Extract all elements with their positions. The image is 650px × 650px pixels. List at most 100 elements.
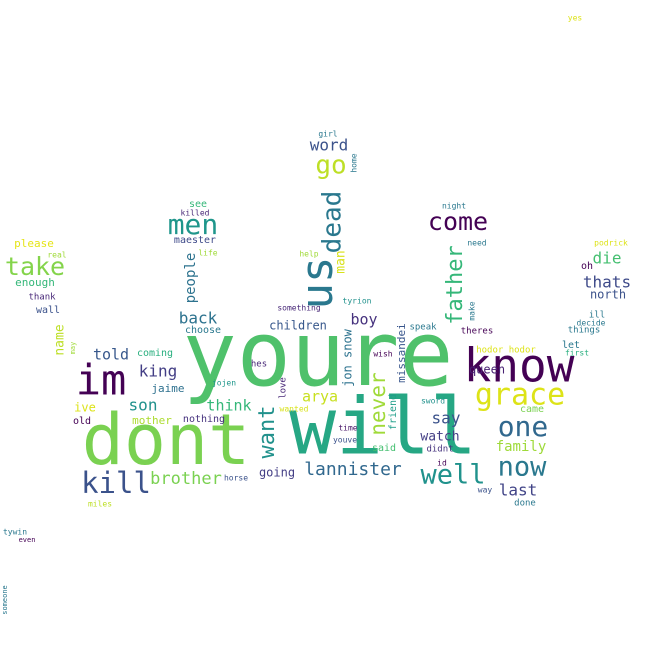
word-dont: dont (82, 399, 251, 481)
word-choose: choose (185, 325, 221, 336)
word-miles: miles (88, 500, 112, 509)
word-come: come (428, 207, 488, 236)
word-jojen: jojen (212, 379, 236, 388)
word-decide: decide (577, 319, 606, 328)
word-son: son (129, 396, 158, 415)
word-make: make (468, 301, 477, 320)
word-go: go (315, 151, 346, 181)
word-oh: oh (581, 261, 593, 272)
word-home: home (350, 153, 359, 172)
word-grace: grace (475, 378, 565, 413)
word-king: king (139, 362, 178, 381)
word-children: children (269, 319, 327, 333)
word-tyrion: tyrion (343, 297, 372, 306)
word-love: love (279, 377, 289, 399)
word-told: told (93, 346, 129, 364)
word-father: father (443, 245, 468, 324)
word-help: help (299, 250, 318, 259)
word-theres: theres (461, 327, 494, 337)
word-die: die (593, 249, 622, 268)
word-coming: coming (137, 348, 173, 359)
word-done: done (514, 499, 536, 509)
word-well: well (420, 460, 485, 491)
word-hodor-hodor: hodor hodor (476, 346, 536, 356)
word-will: will (289, 382, 477, 472)
word-something: something (277, 304, 321, 313)
word-let: let (562, 340, 580, 351)
word-didnt: didnt (426, 445, 453, 455)
word-queen: queen (469, 363, 505, 377)
word-watch: watch (420, 430, 459, 445)
word-maester: maester (174, 235, 216, 246)
word-want: want (255, 406, 280, 459)
word-brother: brother (150, 469, 222, 489)
word-now: now (498, 452, 548, 483)
word-youre: youre (183, 302, 454, 407)
word-know: know (464, 339, 575, 393)
word-life: life (198, 249, 217, 258)
word-friend: friend (388, 394, 399, 430)
word-going: going (259, 466, 295, 480)
word-arya: arya (302, 388, 338, 406)
word-speak: speak (409, 323, 437, 333)
word-tywin: tywin (3, 528, 27, 537)
word-girl: girl (318, 130, 337, 139)
word-sword: sword (421, 397, 445, 406)
word-never: never (366, 372, 390, 435)
word-hes: hes (251, 360, 267, 370)
word-kill: kill (81, 466, 151, 500)
word-wanted: wanted (280, 405, 309, 414)
word-back: back (179, 309, 218, 328)
word-one: one (498, 410, 549, 443)
word-nothing: nothing (183, 414, 225, 425)
word-wall: wall (36, 305, 60, 316)
word-youve: youve (333, 436, 357, 445)
word-ill: ill (589, 311, 605, 321)
word-first: first (565, 349, 589, 358)
word-may: may (69, 342, 77, 355)
word-someone: someone (1, 585, 9, 615)
word-wish: wish (373, 350, 392, 359)
word-family: family (496, 439, 547, 455)
word-north: north (590, 288, 626, 302)
word-enough: enough (15, 276, 55, 289)
word-man: man (334, 250, 349, 273)
word-word: word (310, 136, 349, 155)
word-say: say (432, 409, 461, 428)
word-thats: thats (583, 273, 631, 292)
word-missandei: missandei (395, 323, 408, 383)
word-came: came (520, 404, 544, 415)
word-said: said (372, 443, 396, 454)
word-last: last (499, 481, 538, 500)
word-boy: boy (350, 311, 377, 329)
word-lannister: lannister (304, 459, 402, 480)
word-night: night (442, 202, 466, 211)
word-real: real (47, 251, 66, 260)
word-ive: ive (74, 401, 96, 415)
word-way: way (478, 486, 493, 495)
word-old: old (73, 416, 91, 427)
word-jaime: jaime (151, 382, 184, 395)
word-us: us (292, 257, 343, 310)
word-podrick: podrick (594, 239, 628, 248)
word-im: im (76, 356, 127, 405)
word-take: take (5, 252, 65, 281)
word-even: even (19, 536, 36, 544)
word-thank: thank (28, 293, 56, 303)
word-name: name (53, 324, 68, 355)
word-id: id (437, 459, 447, 468)
word-killed: killed (181, 209, 210, 218)
word-dead: dead (318, 191, 348, 254)
word-yes: yes (568, 14, 583, 23)
word-men: men (168, 208, 219, 241)
word-please: please (14, 237, 54, 250)
word-time: time (338, 424, 357, 433)
word-mother: mother (132, 414, 172, 427)
word-think: think (206, 397, 251, 415)
word-people: people (183, 253, 199, 304)
word-horse: horse (224, 474, 248, 483)
word-need: need (467, 239, 486, 248)
word-jon-snow: jon snow (341, 328, 355, 387)
